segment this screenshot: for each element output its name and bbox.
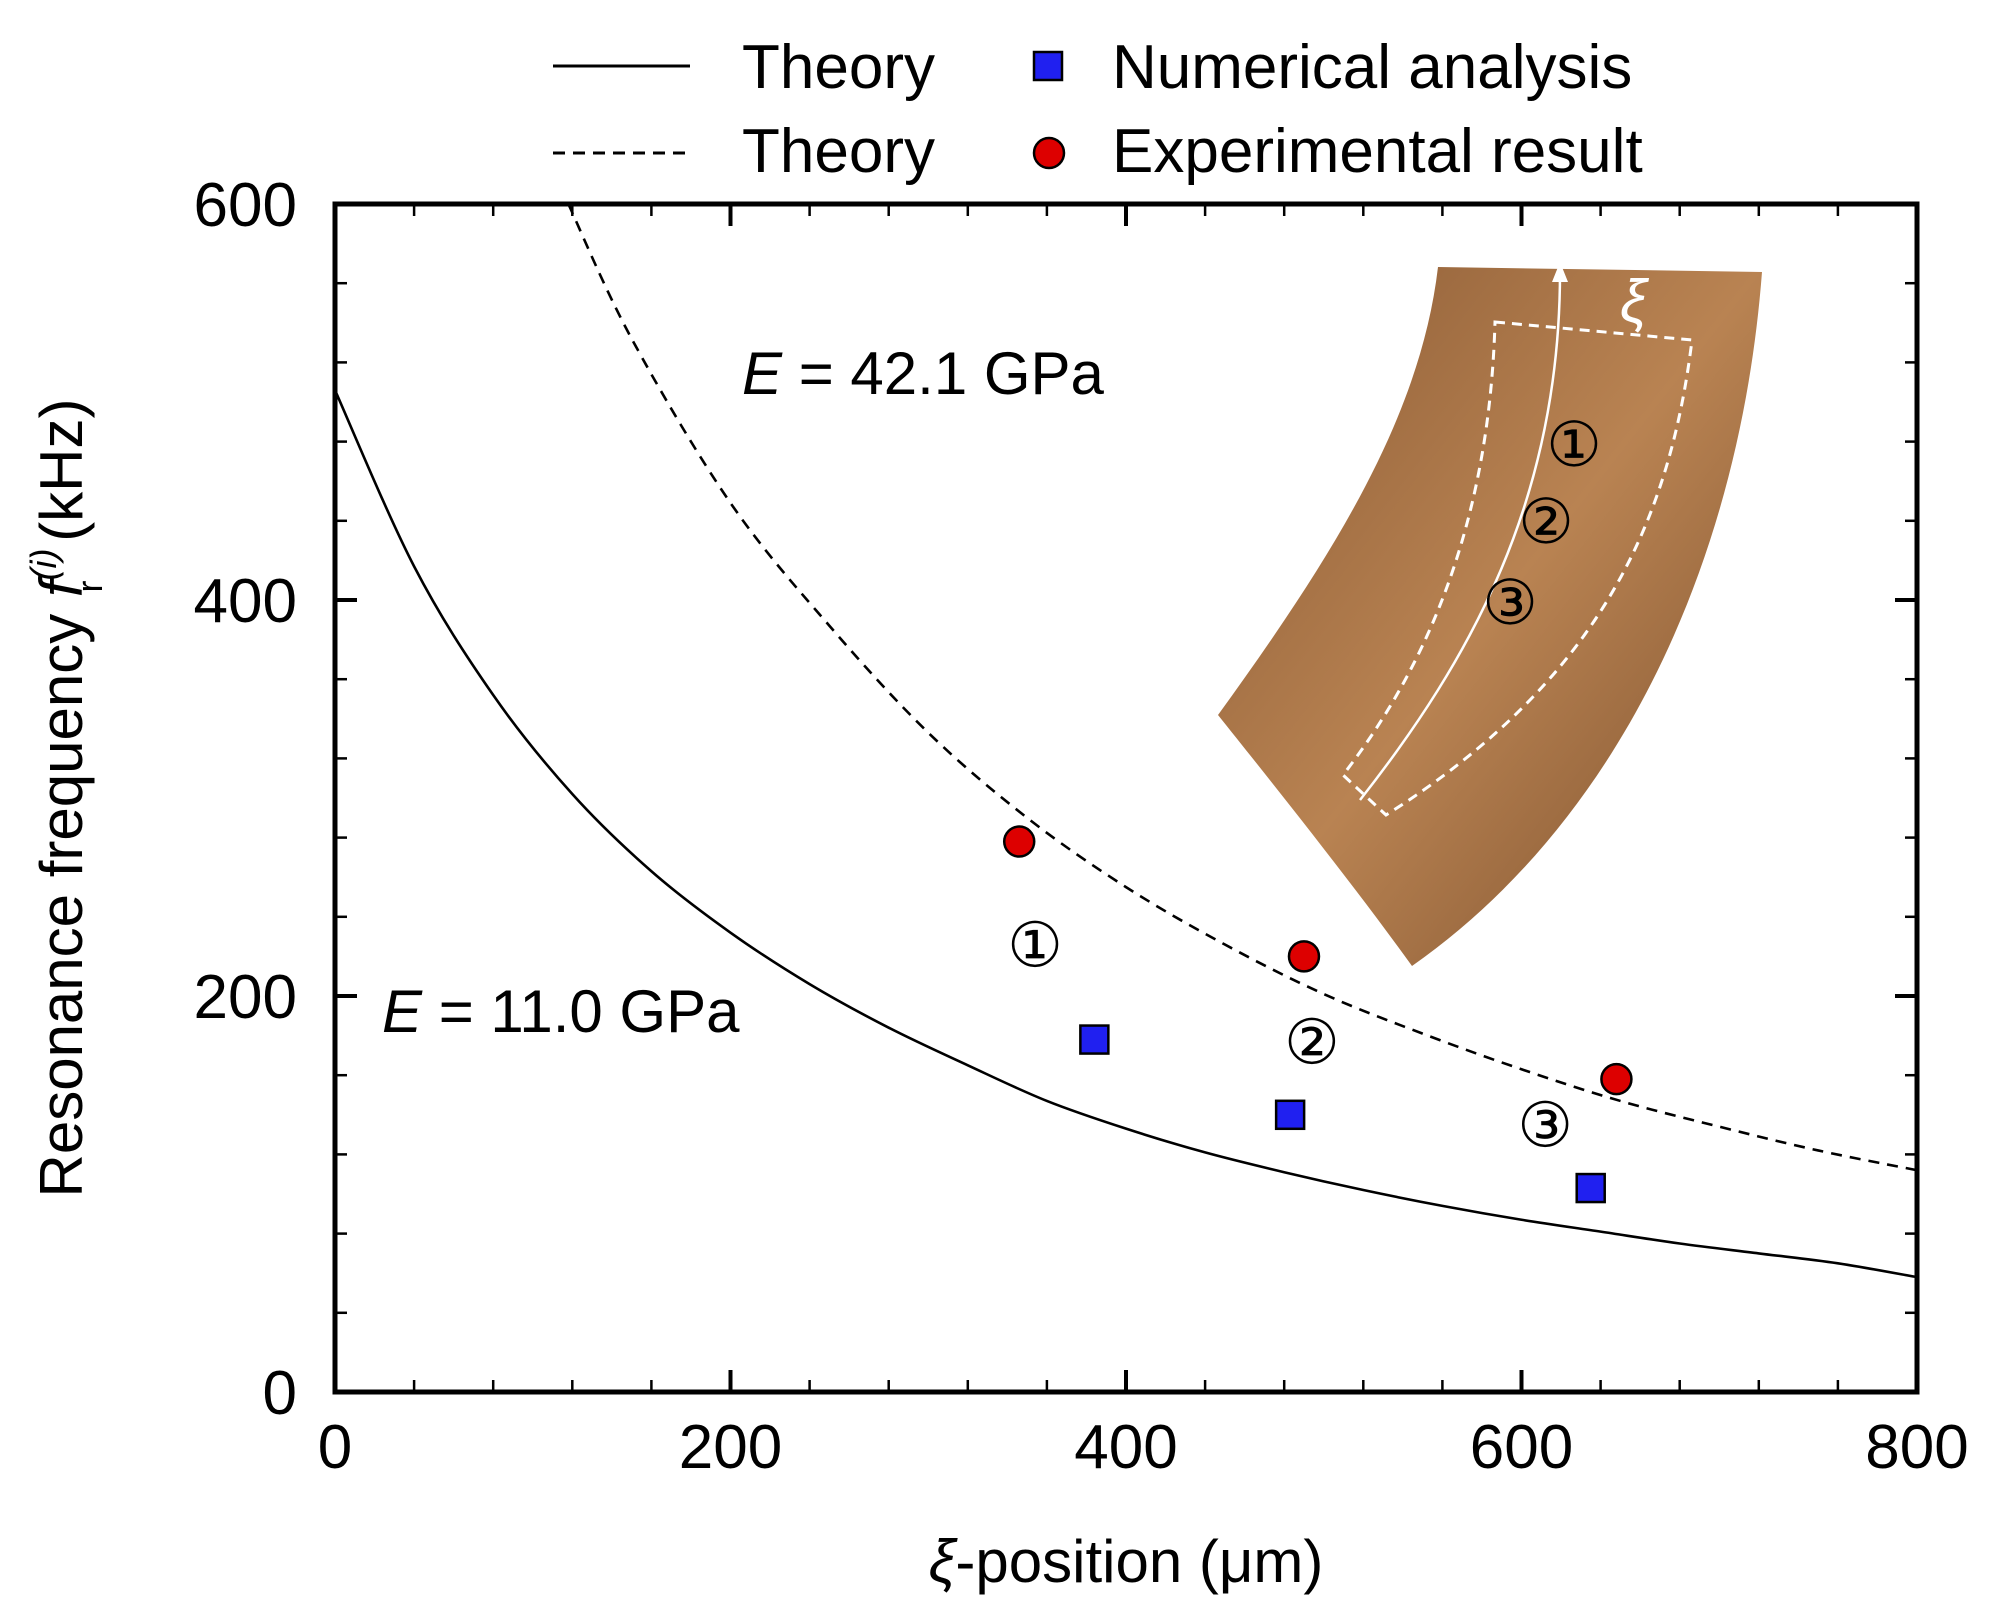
y-axis-symbol: f: [28, 575, 95, 597]
y-axis-title: Resonance frequency f(i) r (kHz): [23, 398, 110, 1197]
y-axis-subscript: r: [69, 580, 110, 592]
inset-xi-axis-arrowhead: [1552, 262, 1568, 282]
annotation-dashed-value: = 42.1 GPa: [782, 340, 1105, 407]
theory-curve-solid: [335, 389, 1917, 1279]
inset-xi-axis-line: [1359, 271, 1562, 801]
y-axis-superscript: (i): [23, 548, 64, 580]
y-tick-label: 600: [194, 171, 297, 240]
numerical-analysis-point: [1079, 1024, 1110, 1055]
annotation-dashed-E: E: [742, 340, 783, 407]
experimental-result-point: [1287, 940, 1321, 973]
numerical-analysis-point: [1274, 1099, 1306, 1131]
inset-xi-label: ξ: [1620, 268, 1650, 335]
point-label-2: ②: [1284, 1006, 1340, 1079]
legend-circle-marker: [1032, 136, 1066, 170]
legend-square-marker: [1032, 50, 1064, 82]
x-tick-label: 0: [318, 1413, 352, 1482]
x-axis-text: -position (μm): [955, 1528, 1323, 1595]
annotation-solid-E: E: [382, 978, 423, 1045]
annotation-solid-curve: E = 11.0 GPa: [382, 978, 740, 1045]
y-tick-label: 400: [194, 567, 297, 636]
inset-label-3: ③: [1482, 566, 1538, 639]
inset-electrode-region: [1340, 320, 1694, 817]
point-labels: ① ② ③: [1007, 909, 1573, 1162]
legend: Theory Theory Numerical analysis Experim…: [553, 33, 1643, 186]
inset-micrograph-shape: [1218, 267, 1762, 966]
numerical-analysis-point: [1575, 1172, 1606, 1204]
point-label-3: ③: [1517, 1089, 1573, 1162]
x-axis-title: ξ-position (μm): [929, 1528, 1324, 1595]
y-axis-text: Resonance frequency: [28, 597, 95, 1197]
legend-circle-label: Experimental result: [1112, 117, 1643, 186]
inset-label-1: ①: [1546, 408, 1602, 481]
plot-frame: [332, 201, 1920, 1395]
legend-square-label: Numerical analysis: [1112, 33, 1632, 102]
data-markers: [1002, 825, 1633, 1204]
x-tick-label: 600: [1470, 1413, 1573, 1482]
y-tick-label: 0: [263, 1359, 297, 1428]
point-label-1: ①: [1007, 909, 1063, 982]
tick-labels: 0 200 400 600 800 0 200 400 600: [194, 171, 1969, 1482]
theory-curves: [335, 204, 1917, 1279]
experimental-result-point: [1600, 1062, 1633, 1096]
theory-curve-dashed: [567, 204, 1917, 1172]
annotation-dashed-curve: E = 42.1 GPa: [742, 340, 1105, 407]
x-tick-label: 200: [679, 1413, 782, 1482]
y-axis-unit: (kHz): [28, 398, 95, 558]
inset-label-2: ②: [1518, 485, 1574, 558]
annotation-solid-value: = 11.0 GPa: [422, 978, 740, 1045]
legend-solid-line-label: Theory: [742, 33, 935, 102]
x-tick-label: 800: [1865, 1413, 1968, 1482]
x-axis-symbol: ξ: [929, 1528, 959, 1595]
y-tick-label: 200: [194, 963, 297, 1032]
x-tick-label: 400: [1074, 1413, 1177, 1482]
legend-dashed-line-label: Theory: [742, 117, 935, 186]
inset-micrograph: ξ ① ② ③: [1218, 262, 1762, 966]
experimental-result-point: [1002, 825, 1036, 858]
